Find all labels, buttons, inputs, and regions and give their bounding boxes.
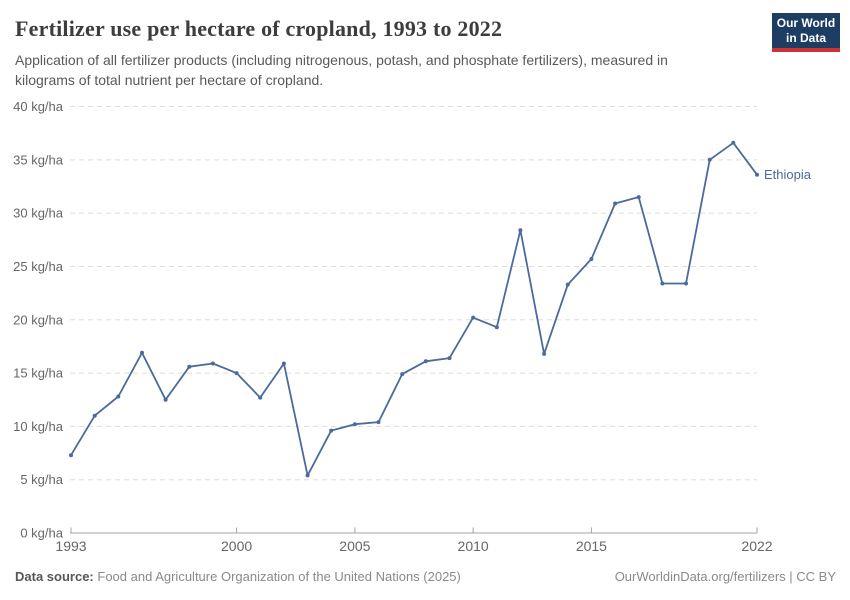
data-point-marker[interactable] [92,413,97,418]
x-tick-label: 2000 [221,538,252,554]
y-tick-label: 10 kg/ha [13,419,64,434]
data-point-marker[interactable] [494,325,499,330]
y-tick-label: 30 kg/ha [13,206,64,221]
data-point-marker[interactable] [187,364,192,369]
data-point-marker[interactable] [636,195,641,200]
data-point-marker[interactable] [613,201,618,206]
data-point-marker[interactable] [731,140,736,145]
data-point-marker[interactable] [400,372,405,377]
data-point-marker[interactable] [565,282,570,287]
data-point-marker[interactable] [281,361,286,366]
data-point-marker[interactable] [660,281,665,286]
data-point-marker[interactable] [69,453,73,458]
y-tick-label: 0 kg/ha [20,526,63,541]
data-point-marker[interactable] [352,422,357,427]
data-point-marker[interactable] [589,257,594,261]
logo-line-1: Our World [776,15,836,30]
data-point-marker[interactable] [305,473,310,478]
data-source-line: Data source: Food and Agriculture Organi… [15,569,461,584]
data-point-marker[interactable] [234,371,239,376]
x-tick-label: 2015 [576,538,607,554]
series-line-ethiopia[interactable] [70,141,758,477]
credit-line[interactable]: OurWorldinData.org/fertilizers | CC BY [614,569,836,584]
data-point-marker[interactable] [518,228,523,233]
chart-subtitle: Application of all fertilizer products (… [15,52,668,88]
data-point-marker[interactable] [210,361,215,366]
x-tick-label: 2005 [339,538,370,554]
owid-logo[interactable]: Our World in Data [772,13,840,52]
data-point-marker[interactable] [376,420,381,425]
data-point-marker[interactable] [163,397,168,402]
data-point-marker[interactable] [116,394,121,399]
y-tick-label: 20 kg/ha [13,312,64,327]
y-tick-label: 40 kg/ha [13,99,64,114]
data-point-marker[interactable] [140,350,144,355]
data-point-marker[interactable] [258,395,263,400]
y-tick-label: 25 kg/ha [13,259,64,274]
x-tick-label: 2022 [741,538,772,554]
data-point-marker[interactable] [471,315,476,320]
x-tick-label: 2010 [458,538,489,554]
data-point-marker[interactable] [329,428,334,433]
data-point-marker[interactable] [542,351,547,356]
y-tick-label: 35 kg/ha [13,152,64,167]
data-source-label: Data source: [15,569,94,584]
data-source-text: Food and Agriculture Organization of the… [97,569,461,584]
entity-label-ethiopia[interactable]: Ethiopia [764,167,812,182]
data-point-marker[interactable] [447,356,452,361]
page-title: Fertilizer use per hectare of cropland, … [15,16,503,41]
data-point-marker[interactable] [423,359,428,364]
y-tick-label: 5 kg/ha [20,472,63,487]
data-point-marker[interactable] [755,172,759,177]
data-point-marker[interactable] [707,157,712,162]
y-tick-label: 15 kg/ha [13,366,64,381]
logo-line-2: in Data [785,30,826,45]
data-point-marker[interactable] [684,281,688,286]
x-tick-label: 1993 [55,538,86,554]
